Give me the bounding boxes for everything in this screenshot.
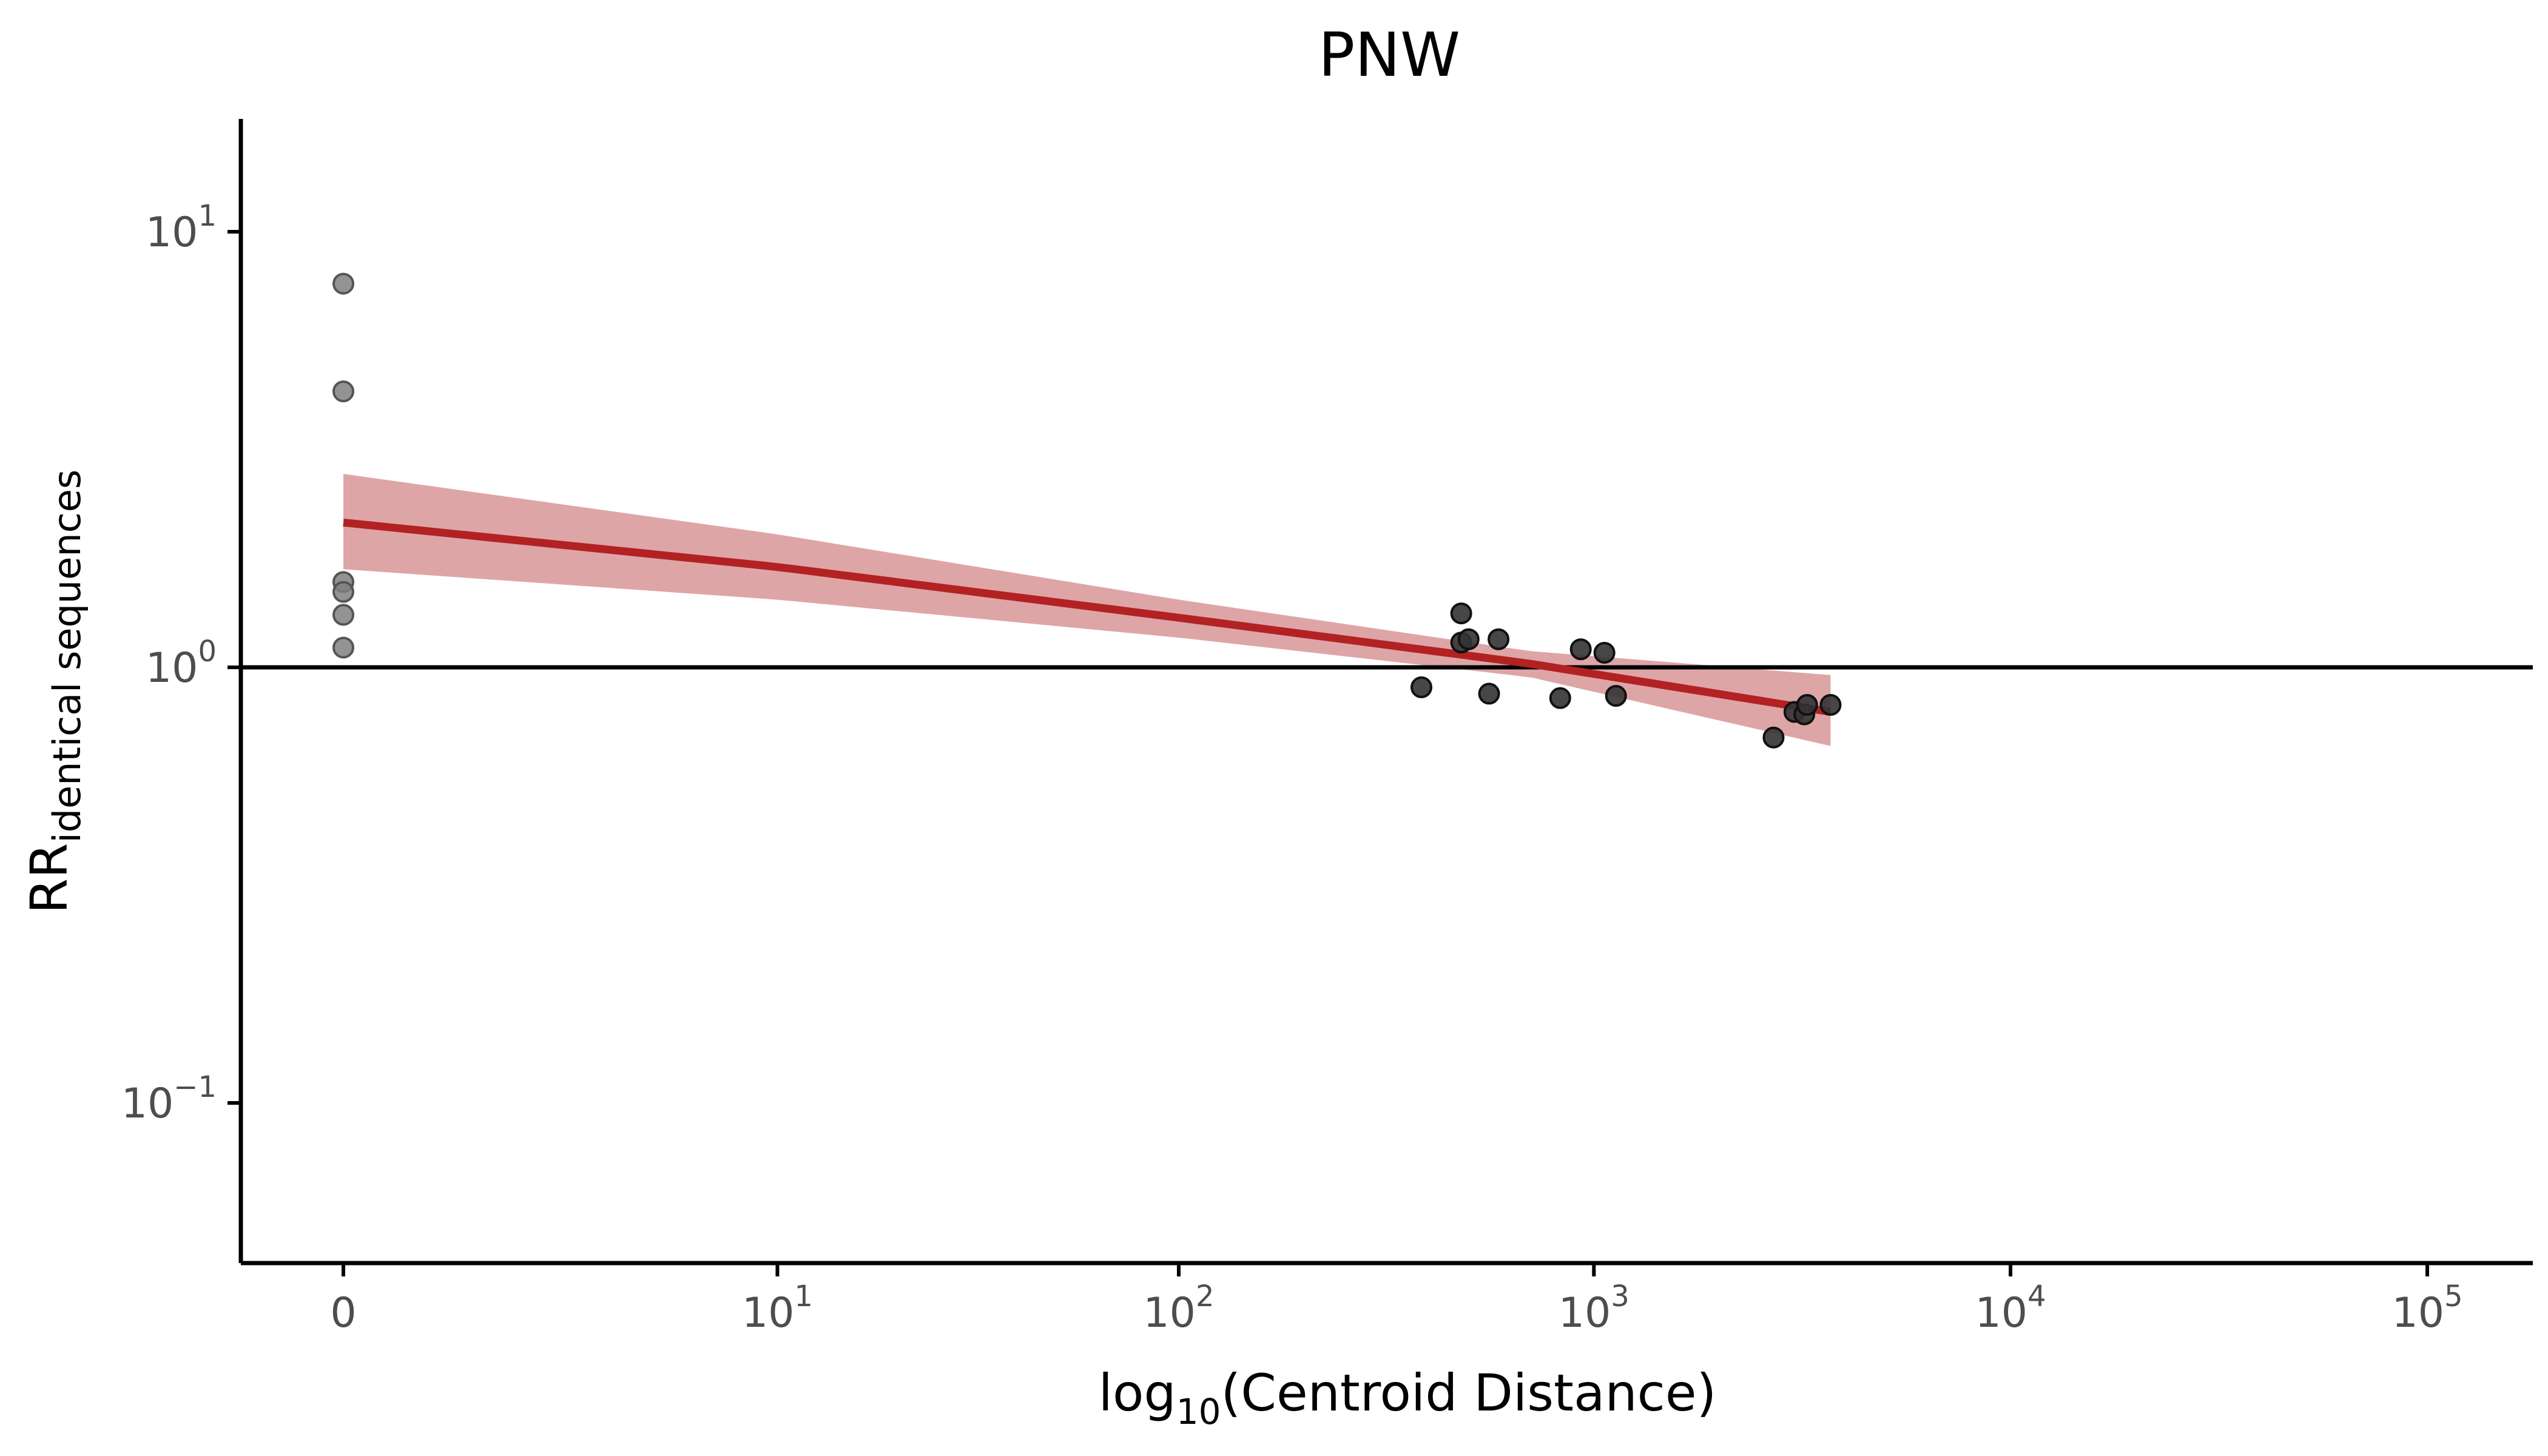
point-3 [1457, 628, 1480, 650]
point-8 [1593, 642, 1616, 664]
y-axis-ticks: 101 100 10−1 [121, 199, 241, 1128]
fit-line [343, 518, 1832, 716]
x-tick-label-2: 102 [1143, 1279, 1214, 1337]
point-10 [1762, 726, 1785, 749]
point-7 [1569, 638, 1592, 661]
point-0 [1410, 676, 1432, 698]
point-zero-distance-5 [332, 636, 354, 659]
point-zero-distance-1 [332, 380, 354, 403]
points-layer [332, 272, 1842, 749]
y-tick-label-1: 100 [146, 635, 217, 692]
point-13 [1796, 693, 1818, 716]
point-1 [1450, 602, 1472, 625]
x-axis-label: log10(Centroid Distance) [1099, 1363, 1717, 1432]
point-zero-distance-0 [332, 272, 354, 295]
point-zero-distance-3 [332, 581, 354, 603]
point-6 [1549, 687, 1571, 709]
chart-title: PNW [1318, 19, 1460, 90]
point-4 [1478, 682, 1500, 705]
x-axis-label-sub: 10 [1176, 1391, 1221, 1432]
x-axis-ticks: 0 101 102 103 104 105 [330, 1263, 2463, 1337]
x-axis-label-rest: (Centroid Distance) [1221, 1363, 1717, 1423]
point-zero-distance-4 [332, 604, 354, 626]
x-tick-label-4: 104 [1975, 1279, 2046, 1337]
x-axis-label-main: log [1099, 1363, 1176, 1423]
x-tick-label-1: 101 [742, 1279, 813, 1337]
point-5 [1488, 628, 1510, 650]
y-tick-label-2: 10−1 [121, 1070, 217, 1128]
fit-line-layer [343, 518, 1832, 716]
point-9 [1605, 685, 1627, 707]
y-axis-label-main: RR [19, 843, 79, 914]
x-tick-label-3: 103 [1559, 1279, 1630, 1337]
x-tick-label-0: 0 [330, 1289, 356, 1337]
y-tick-label-0: 101 [146, 199, 217, 257]
x-tick-label-5: 105 [2391, 1279, 2462, 1337]
point-14 [1819, 693, 1842, 716]
y-axis-label-sub: identical sequences [45, 470, 89, 843]
y-axis-label: RRidentical sequences [19, 470, 89, 914]
